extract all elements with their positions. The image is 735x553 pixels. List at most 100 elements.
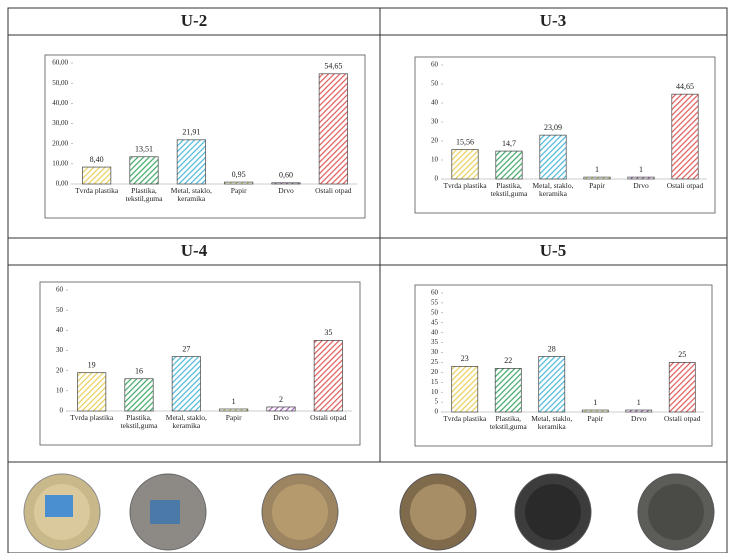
value-label: 28 [548,344,556,353]
x-tick-label: Drvo [619,182,663,190]
bar [267,407,295,411]
x-tick-label-box: Plastika, tekstil,guma [115,414,162,442]
x-tick-label: Tvrda plastika [68,414,115,422]
y-tick-label: 10 [431,156,439,164]
value-label: 1 [593,398,597,407]
bar [539,356,565,412]
bar [452,366,478,412]
value-label: 35 [324,328,332,337]
bar [272,183,300,184]
y-tick-label: 40,00 [52,99,68,107]
y-tick-label: 55 [431,299,439,307]
y-tick-label: 40 [431,328,439,336]
bar [672,94,698,179]
y-tick-label: 20 [431,137,439,145]
y-tick-label: 30,00 [52,119,68,127]
value-label: 1 [637,398,641,407]
y-tick-label: 35 [431,338,439,346]
bar [452,149,478,179]
x-tick-label: Metal, staklo, keramika [168,187,215,203]
y-tick-label: 60,00 [52,59,68,67]
bar [77,373,105,411]
bar [628,177,654,179]
chart-title: U-4 [181,241,208,260]
bar [219,409,247,411]
bar [172,357,200,411]
y-tick-label: 50 [431,308,439,316]
photo-sample [648,484,704,540]
x-tick-label: Papir [210,414,257,422]
y-tick-label: 50 [431,80,439,88]
x-tick-label-box: Ostali otpad [305,414,352,442]
y-tick-label: 60 [56,286,64,294]
x-tick-label-box: Plastika, tekstil,guma [487,182,531,210]
x-tick-label-box: Papir [210,414,257,442]
value-label: 0,60 [279,171,293,180]
bar [495,368,521,412]
x-tick-label-box: Metal, staklo, keramika [163,414,210,442]
photo-sample [410,484,466,540]
y-tick-label: 45 [431,318,439,326]
chart-title: U-5 [540,241,566,260]
table-grid [8,8,727,553]
x-tick-label: Tvrda plastika [443,415,487,423]
bar [125,379,153,411]
x-tick-label: Plastika, tekstil,guma [120,187,167,203]
x-tick-label-box: Drvo [619,182,663,210]
x-tick-label-box: Metal, staklo, keramika [530,415,574,443]
x-tick-label-box: Drvo [257,414,304,442]
x-tick-label: Plastika, tekstil,guma [487,415,531,431]
y-tick-label: 0,00 [56,180,69,188]
bar [540,135,566,179]
x-tick-label: Drvo [617,415,661,423]
value-label: 1 [595,165,599,174]
y-tick-label: 10 [431,388,439,396]
y-tick-label: 30 [431,348,439,356]
y-tick-label: 0 [60,407,64,415]
x-tick-label: Metal, staklo, keramika [530,415,574,431]
value-label: 19 [88,361,96,370]
figure: U-20,0010,0020,0030,0040,0050,0060,008,4… [0,0,735,553]
x-tick-label-box: Plastika, tekstil,guma [487,415,531,443]
x-tick-label-box: Ostali otpad [310,187,357,215]
value-label: 14,7 [502,139,516,148]
y-tick-label: 0 [435,408,439,416]
x-tick-label: Metal, staklo, keramika [531,182,575,198]
bar [496,151,522,179]
y-tick-label: 20,00 [52,139,68,147]
x-tick-label-box: Tvrda plastika [73,187,120,215]
bar [669,362,695,412]
value-label: 1 [232,397,236,406]
table-border [8,8,727,553]
photo-sample [150,500,180,524]
x-tick-label-box: Ostali otpad [663,182,707,210]
y-tick-label: 10 [56,386,64,394]
y-tick-label: 50 [56,306,64,314]
x-tick-label: Plastika, tekstil,guma [115,414,162,430]
value-label: 54,65 [324,62,342,71]
x-tick-label: Ostali otpad [661,415,705,423]
x-tick-label: Papir [575,182,619,190]
bar [584,177,610,179]
x-tick-label: Plastika, tekstil,guma [487,182,531,198]
y-tick-label: 20 [431,368,439,376]
value-label: 21,91 [182,128,200,137]
x-tick-label: Drvo [257,414,304,422]
value-label: 0,95 [232,170,246,179]
chart-title: U-3 [540,11,566,30]
x-tick-label: Papir [215,187,262,195]
x-tick-label: Ostali otpad [310,187,357,195]
x-tick-label: Ostali otpad [663,182,707,190]
x-tick-label-box: Papir [575,182,619,210]
y-tick-label: 30 [431,118,439,126]
y-tick-label: 40 [56,326,64,334]
y-tick-label: 5 [435,398,439,406]
y-tick-label: 30 [56,346,64,354]
x-tick-label: Drvo [262,187,309,195]
y-tick-label: 60 [431,289,439,297]
x-tick-label-box: Tvrda plastika [68,414,115,442]
x-tick-label-box: Tvrda plastika [443,182,487,210]
value-label: 15,56 [456,137,474,146]
value-label: 44,65 [676,82,694,91]
y-tick-label: 0 [435,175,439,183]
